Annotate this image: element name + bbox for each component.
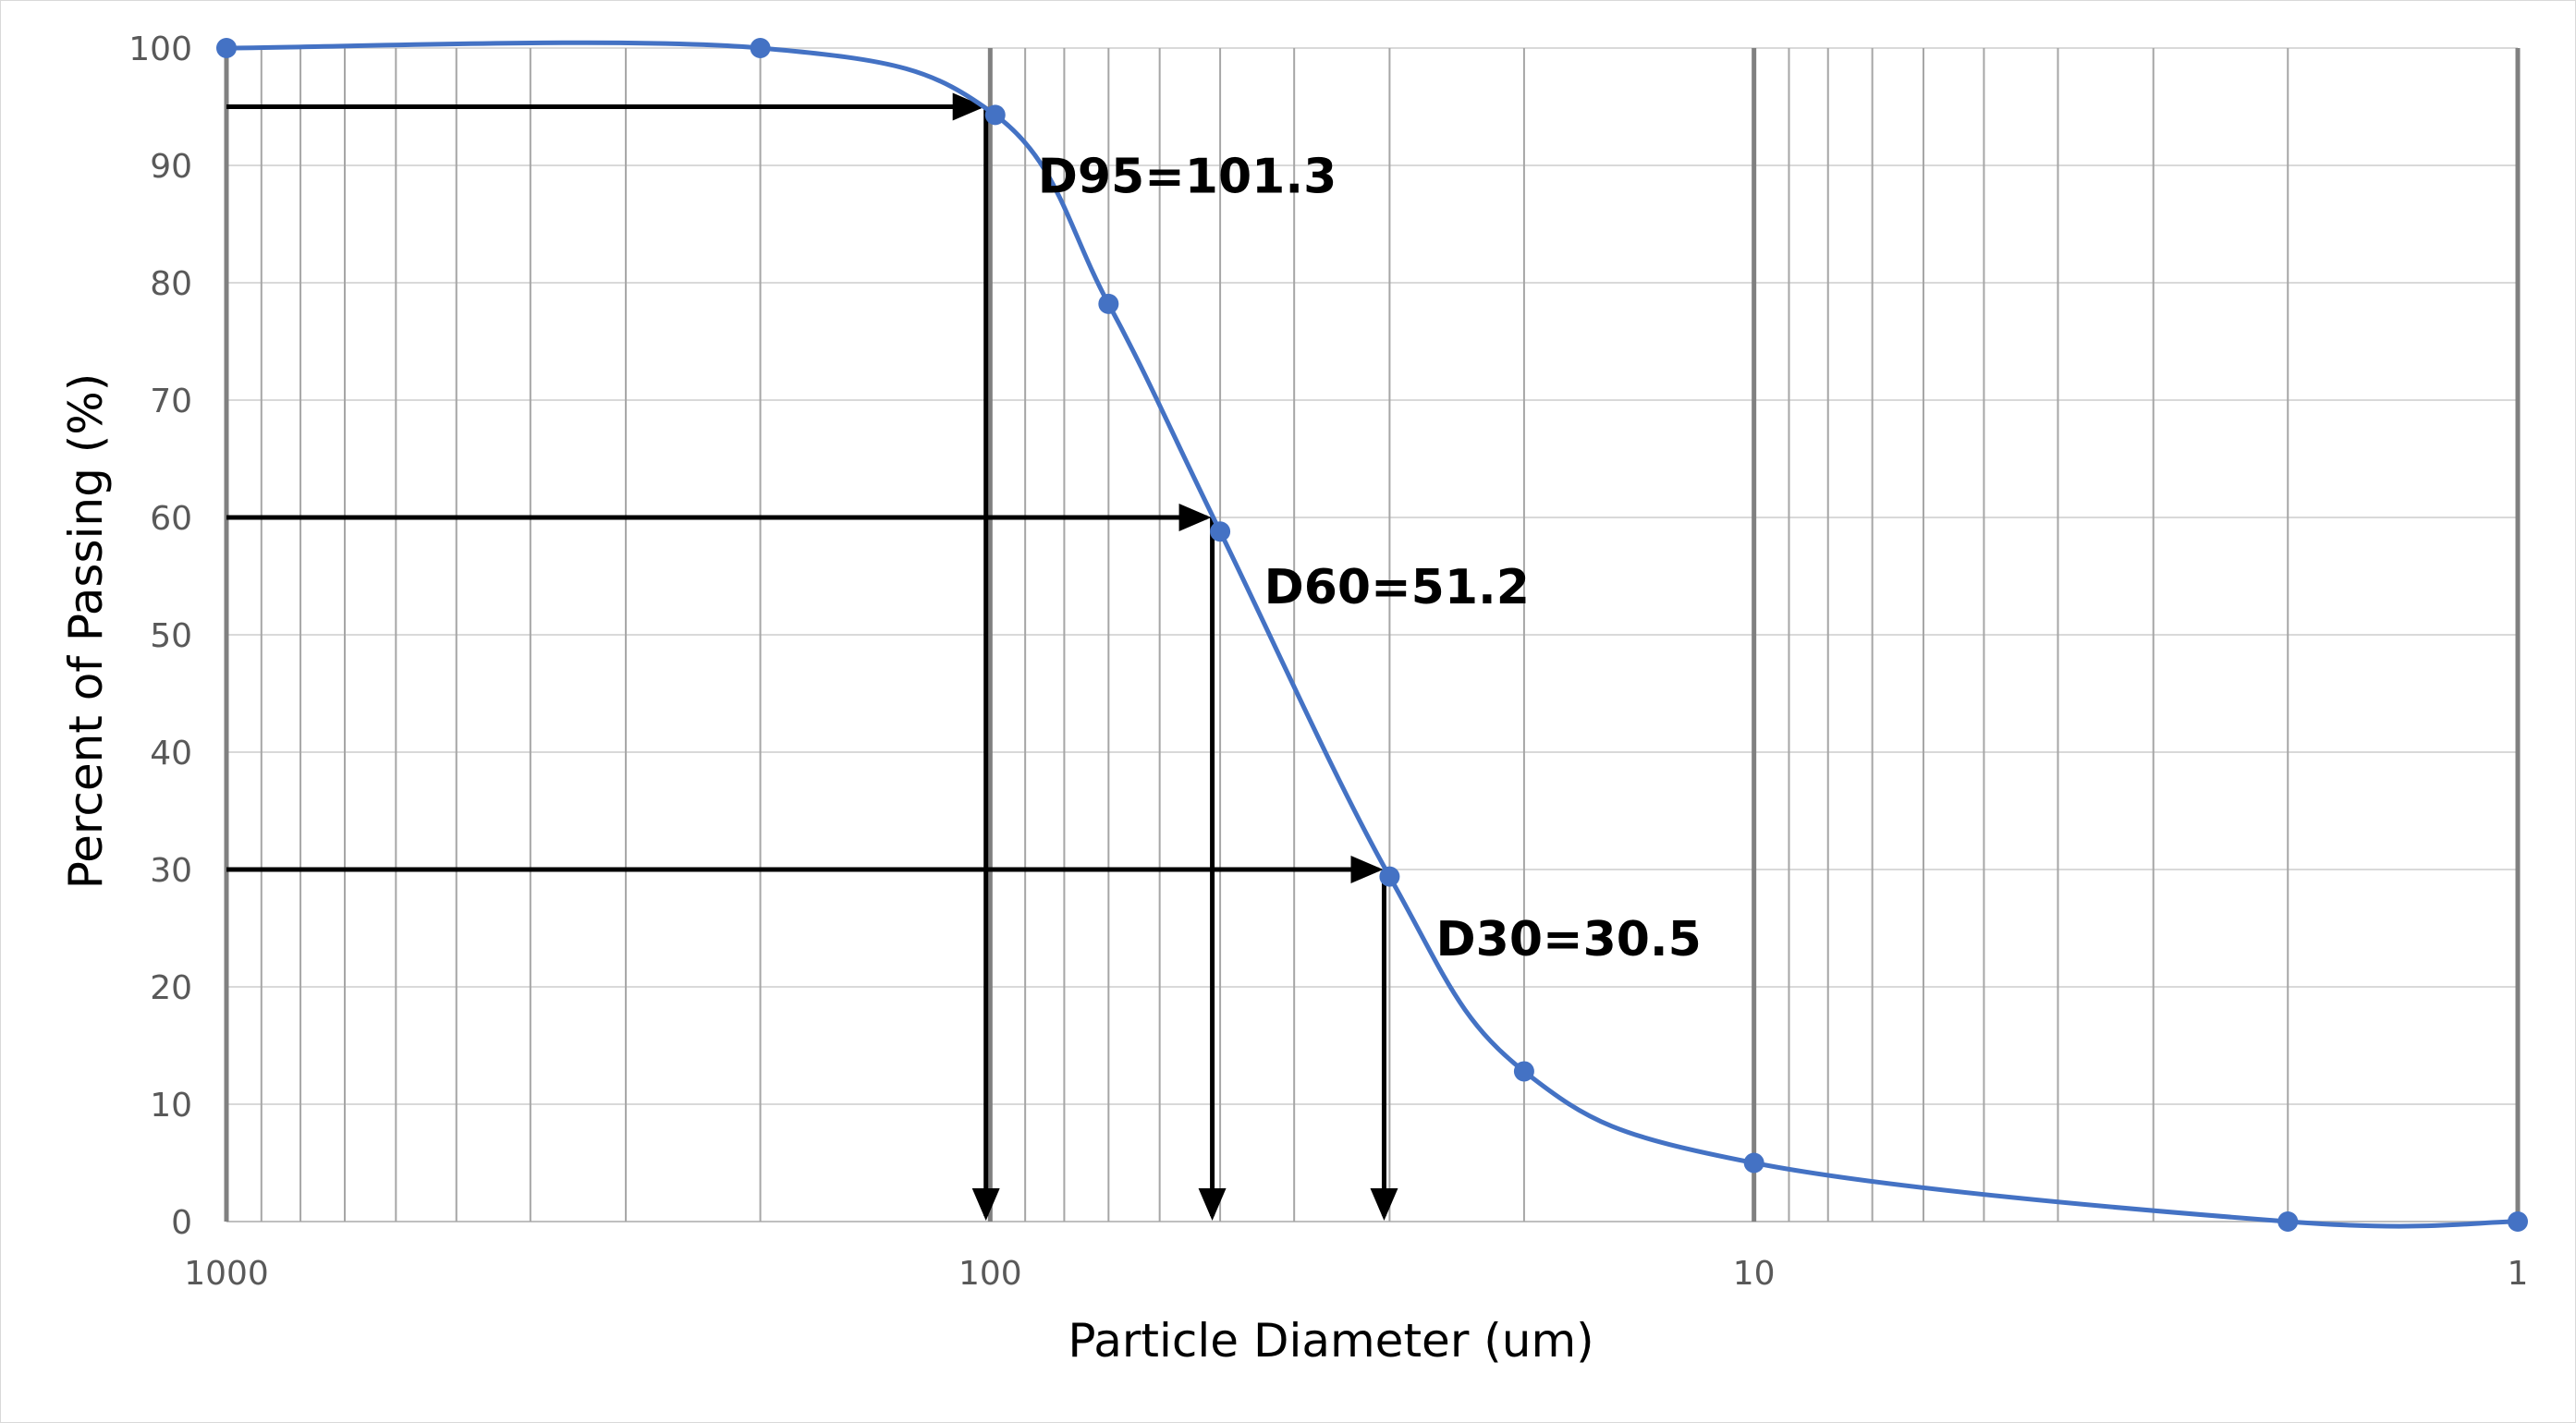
x-tick-label: 1000 xyxy=(184,1255,269,1293)
y-tick-label: 50 xyxy=(150,617,192,655)
x-tick-label: 10 xyxy=(1733,1255,1776,1293)
annotation-label: D95=101.3 xyxy=(1038,150,1337,205)
y-tick-label: 30 xyxy=(150,852,192,890)
y-tick-label: 70 xyxy=(150,383,192,420)
guide-arrows xyxy=(226,92,1398,1221)
y-tick-label: 60 xyxy=(150,500,192,538)
data-point xyxy=(1379,866,1400,887)
y-tick-label: 0 xyxy=(171,1204,192,1242)
data-point xyxy=(216,38,237,58)
x-axis-title: Particle Diameter (um) xyxy=(1068,1314,1593,1368)
data-point xyxy=(1743,1152,1764,1174)
data-point xyxy=(1098,293,1119,314)
y-tick-label: 20 xyxy=(150,969,192,1007)
data-point xyxy=(984,104,1006,126)
y-tick-label: 40 xyxy=(150,735,192,772)
y-tick-label: 80 xyxy=(150,265,192,303)
annotations: D95=101.3 D60=51.2 D30=30.5 xyxy=(1038,150,1702,968)
x-tick-label: 1 xyxy=(2508,1255,2529,1293)
annotation-label: D30=30.5 xyxy=(1435,912,1701,967)
y-tick-label: 10 xyxy=(150,1087,192,1125)
grid xyxy=(224,47,2521,1222)
series-line xyxy=(226,40,2519,1229)
y-axis-title: Percent of Passing (%) xyxy=(59,373,113,890)
data-point xyxy=(750,38,771,58)
series-layer xyxy=(216,38,2528,1232)
data-point xyxy=(1210,521,1231,542)
data-point xyxy=(1513,1061,1534,1082)
y-tick-label: 90 xyxy=(150,148,192,186)
x-tick-label: 100 xyxy=(958,1255,1022,1293)
tick-labels: 0 10 20 30 40 50 60 70 80 90 100 1000 100 10 1 xyxy=(128,30,2528,1293)
data-point xyxy=(2508,1211,2528,1232)
y-tick-label: 100 xyxy=(128,30,192,68)
data-point xyxy=(2277,1211,2299,1232)
annotation-label: D60=51.2 xyxy=(1264,560,1530,615)
